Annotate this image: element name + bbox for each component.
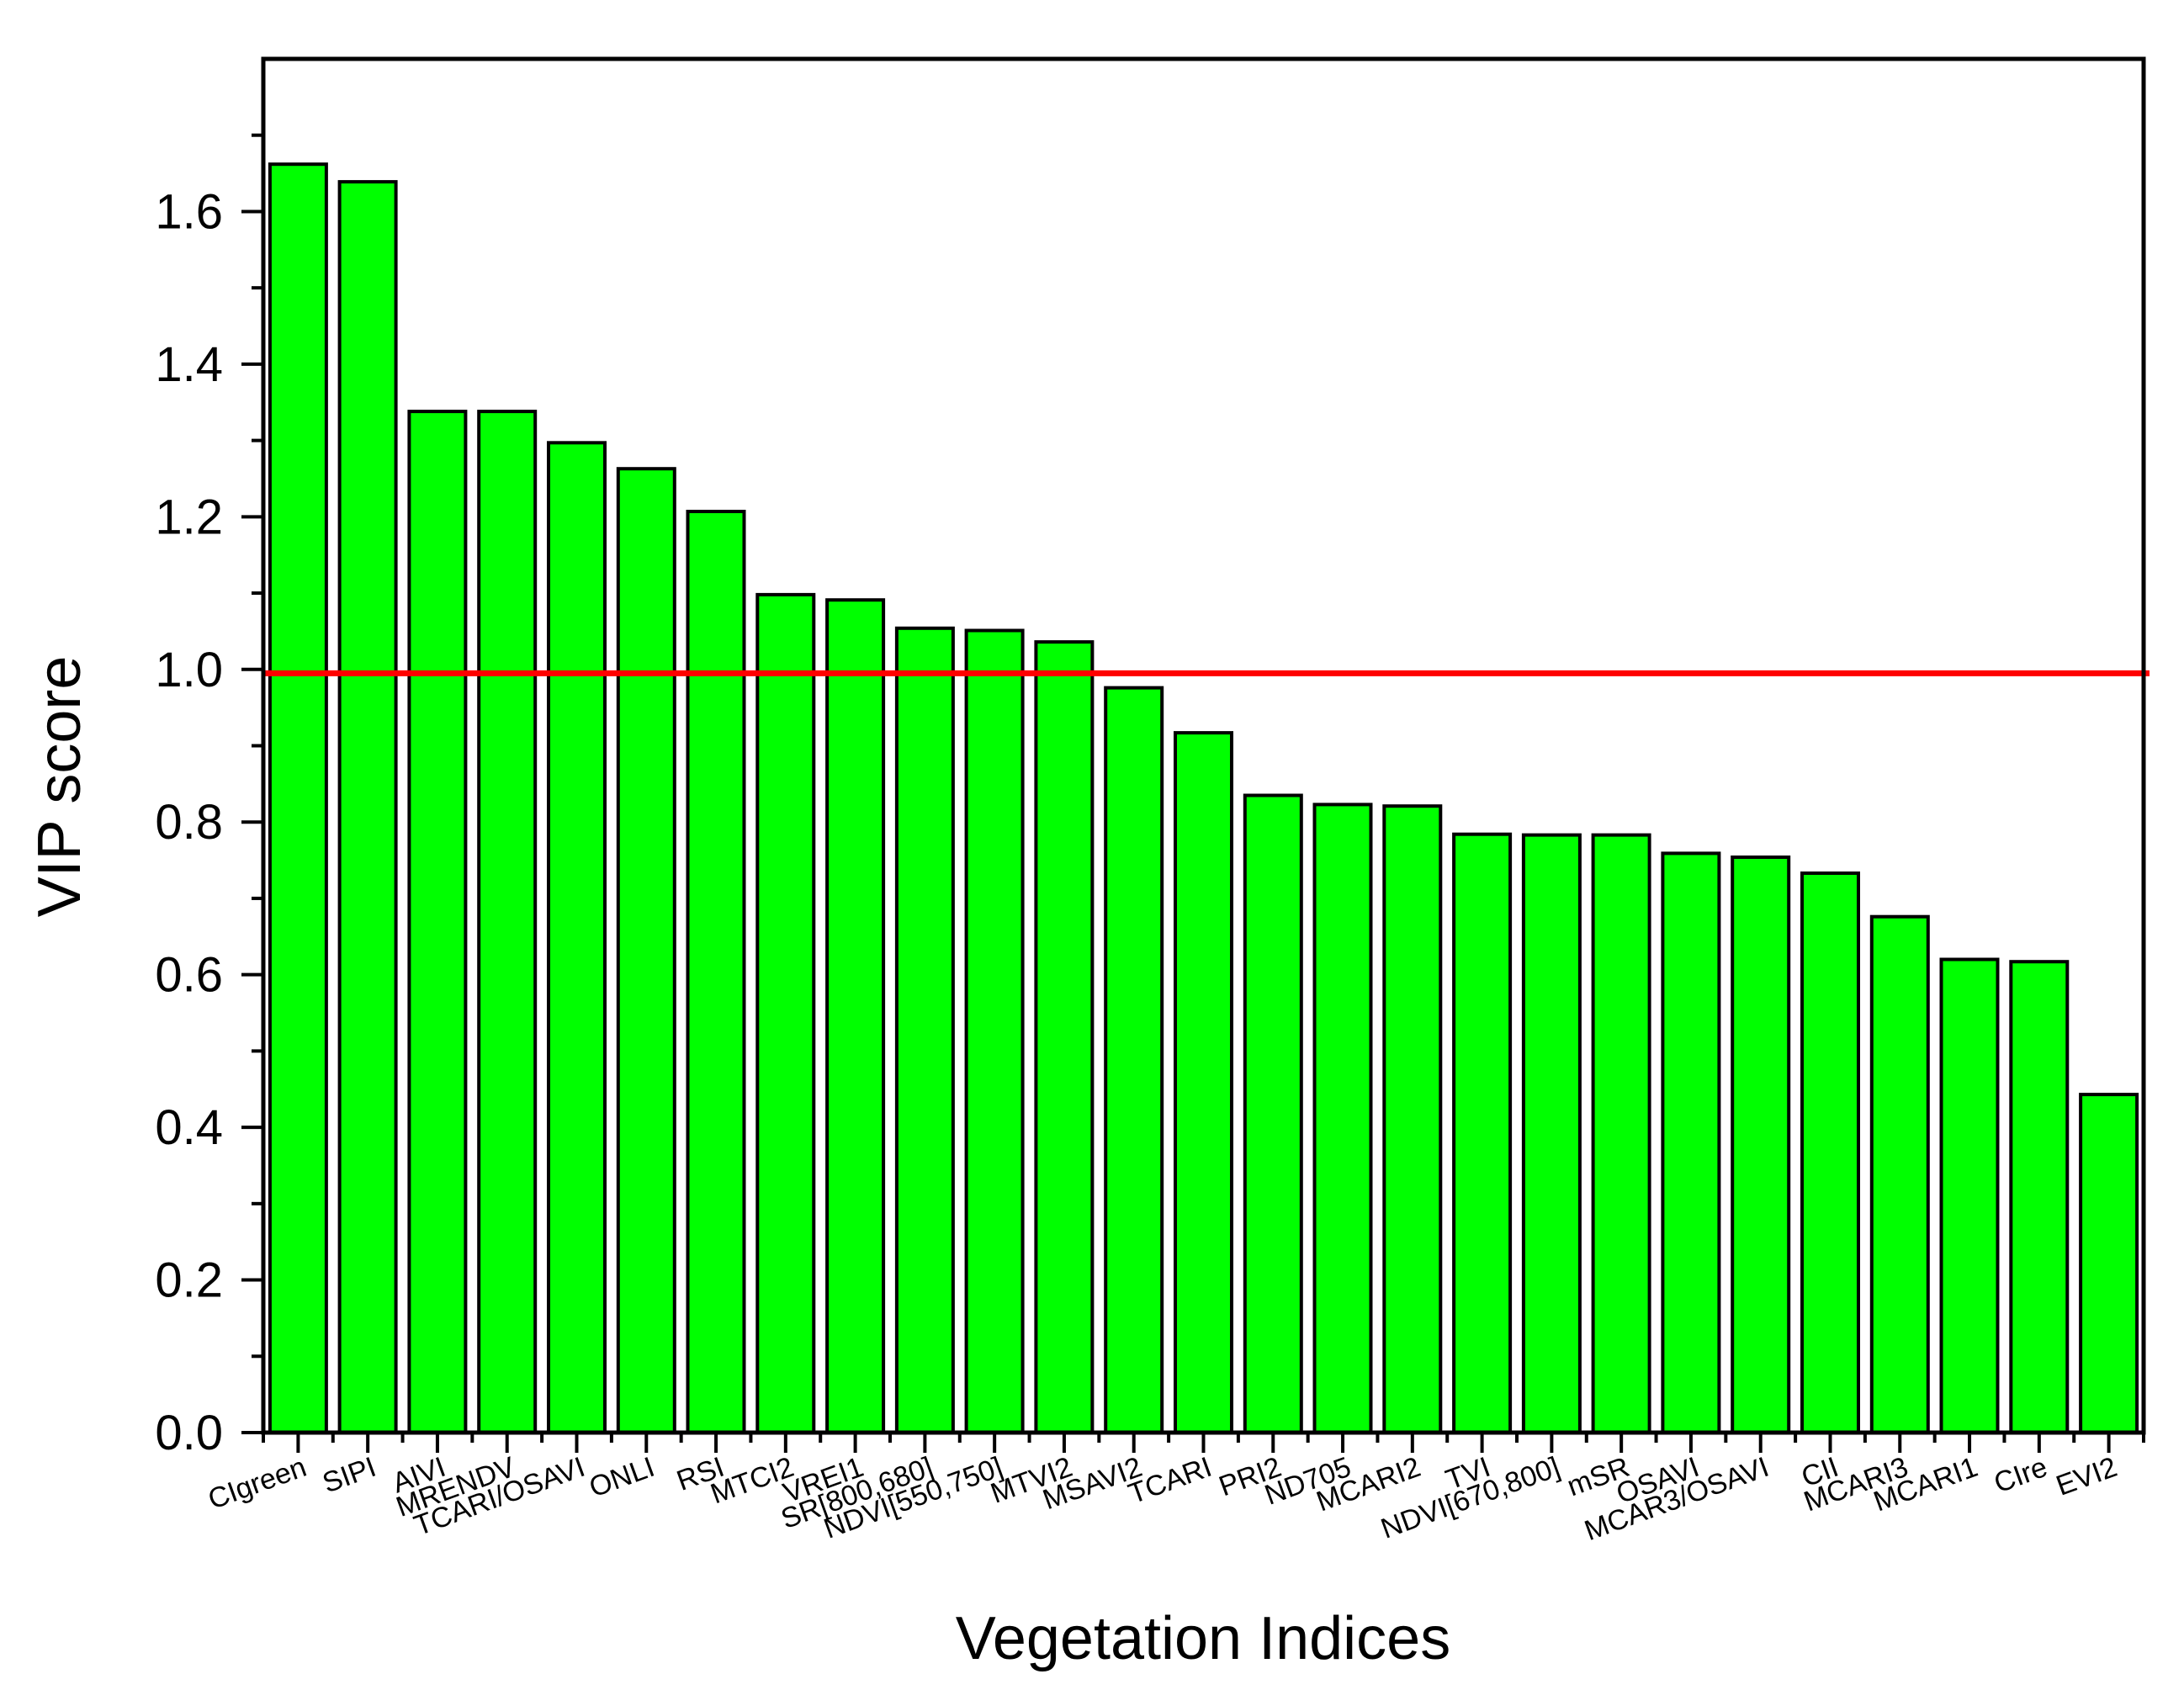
bars-layer bbox=[268, 162, 2139, 1435]
y-tick-label: 1.0 bbox=[155, 643, 223, 697]
bar-22 bbox=[1800, 871, 1860, 1434]
y-tick-label: 0.8 bbox=[155, 795, 223, 850]
bar-25 bbox=[2009, 960, 2070, 1434]
x-tick-label: CIgreen bbox=[204, 1451, 310, 1516]
bar-0 bbox=[268, 162, 328, 1435]
bar-4 bbox=[547, 441, 607, 1434]
x-tick-label: EVI2 bbox=[2052, 1451, 2121, 1502]
bar-10 bbox=[964, 628, 1025, 1434]
bar-16 bbox=[1382, 804, 1443, 1434]
bar-9 bbox=[894, 626, 955, 1434]
bar-11 bbox=[1034, 640, 1095, 1434]
bar-14 bbox=[1243, 793, 1303, 1434]
x-axis-label: Vegetation Indices bbox=[956, 1605, 1450, 1672]
bar-15 bbox=[1312, 803, 1373, 1434]
bar-20 bbox=[1661, 851, 1721, 1434]
bar-19 bbox=[1591, 833, 1651, 1434]
bar-23 bbox=[1869, 914, 1930, 1434]
bar-6 bbox=[686, 510, 746, 1434]
bar-13 bbox=[1174, 731, 1233, 1434]
bar-8 bbox=[825, 598, 886, 1434]
axis-layer bbox=[241, 56, 2146, 1453]
y-tick-label: 0.0 bbox=[155, 1406, 223, 1460]
bar-2 bbox=[407, 410, 468, 1435]
bar-7 bbox=[755, 592, 816, 1434]
y-tick-label: 1.6 bbox=[155, 184, 223, 239]
y-axis-label: VIP score bbox=[26, 656, 93, 918]
bar-21 bbox=[1731, 856, 1791, 1434]
bar-18 bbox=[1521, 833, 1582, 1434]
y-tick-label: 0.6 bbox=[155, 948, 223, 1003]
x-tick-label: ONLI bbox=[585, 1451, 659, 1504]
bar-3 bbox=[477, 410, 538, 1435]
y-tick-labels: 0.0 0.2 0.4 0.6 0.8 1.0 1.2 1.4 1.6 bbox=[155, 184, 223, 1460]
y-tick-label: 0.4 bbox=[155, 1100, 223, 1155]
bar-17 bbox=[1452, 832, 1513, 1434]
y-tick-label: 1.2 bbox=[155, 490, 223, 544]
bar-26 bbox=[2079, 1093, 2139, 1434]
bar-5 bbox=[616, 467, 676, 1435]
bar-1 bbox=[337, 180, 398, 1435]
bar-12 bbox=[1104, 686, 1164, 1434]
x-tick-label: SIPI bbox=[319, 1451, 380, 1500]
bar-24 bbox=[1939, 957, 2000, 1434]
x-tick-label: CIre bbox=[1990, 1451, 2051, 1500]
y-tick-label: 1.4 bbox=[155, 337, 223, 392]
y-tick-label: 0.2 bbox=[155, 1253, 223, 1308]
